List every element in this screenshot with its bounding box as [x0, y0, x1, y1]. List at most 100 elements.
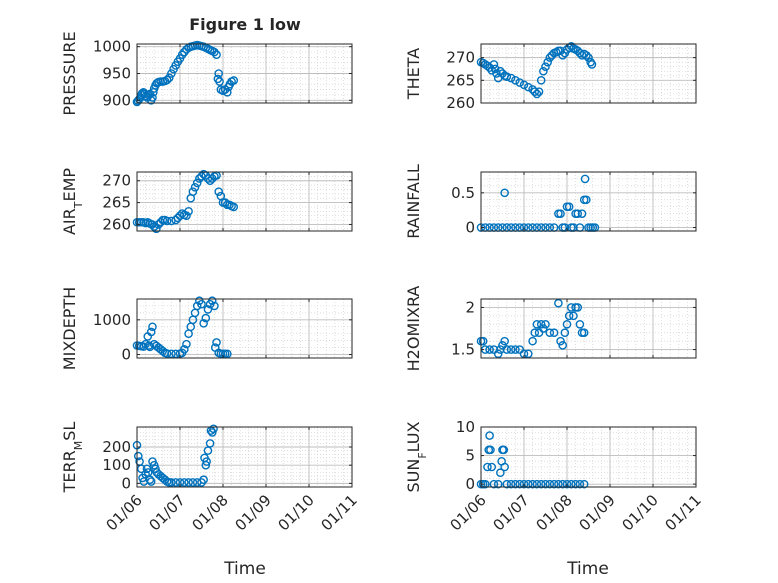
- data-point: [515, 479, 525, 489]
- data-point: [549, 479, 559, 489]
- data-point: [190, 182, 200, 192]
- data-point: [556, 209, 565, 218]
- data-point: [162, 216, 172, 226]
- data-point: [139, 342, 148, 351]
- subplot-4: 0 0.5 RAINFALL: [404, 164, 697, 239]
- plot-area: [137, 299, 352, 358]
- data-point: [519, 479, 529, 489]
- data-point: [171, 215, 180, 225]
- axes-box: [136, 298, 353, 359]
- data-point: [203, 305, 213, 314]
- x-tick-label: 01/07: [490, 491, 533, 534]
- data-point: [524, 479, 533, 489]
- y-tick-label: 900: [102, 91, 131, 109]
- data-point: [485, 345, 494, 354]
- y-tick-label: 1000: [93, 38, 131, 56]
- data-point: [147, 220, 157, 229]
- y-tick-label: 0: [465, 475, 475, 493]
- y-axis-label: PRESSURE: [60, 31, 79, 115]
- data-point: [489, 479, 499, 489]
- data-point: [534, 87, 544, 96]
- data-point: [162, 349, 172, 358]
- axes-box: [136, 171, 353, 232]
- data-point: [541, 319, 550, 329]
- data-point: [582, 195, 591, 205]
- data-point: [154, 220, 163, 229]
- subplot-8: 0 5 10 SUNFLUX 01/06 01/07 01/08 01/09 01/10 01/1…: [404, 418, 705, 534]
- data-point: [201, 460, 211, 470]
- x-tick-label: 01/07: [146, 491, 189, 534]
- data-point: [202, 457, 211, 466]
- data-point: [192, 178, 202, 188]
- y-tick-label: 1.5: [451, 341, 475, 359]
- data-point: [175, 211, 185, 221]
- data-point: [500, 462, 509, 472]
- data-point: [148, 93, 157, 102]
- data-point: [212, 50, 221, 60]
- data-point: [536, 319, 546, 329]
- data-point: [543, 57, 552, 67]
- data-point: [539, 324, 548, 333]
- y-tick-label: 0: [121, 474, 131, 492]
- data-point: [569, 311, 578, 321]
- data-point: [199, 475, 208, 485]
- data-point: [577, 209, 587, 218]
- x-tick-label: 01/09: [232, 491, 275, 534]
- data-point: [567, 479, 576, 489]
- data-point: [575, 319, 585, 329]
- data-point: [485, 431, 494, 440]
- data-point: [532, 479, 542, 489]
- data-point: [182, 339, 191, 349]
- y-tick-label: 950: [102, 65, 131, 83]
- data-point: [136, 464, 146, 474]
- y-axis-label: TERRMSL: [60, 422, 85, 494]
- x-tick-label: 01/09: [576, 491, 619, 534]
- data-point: [536, 479, 546, 489]
- plot-area: [481, 427, 696, 487]
- y-tick-label: 260: [446, 94, 475, 112]
- data-point: [556, 336, 565, 346]
- data-point: [528, 479, 537, 489]
- data-point: [192, 301, 202, 311]
- data-point: [133, 451, 143, 461]
- data-point: [212, 338, 221, 347]
- y-axis-label: H2OMIXRA: [404, 286, 423, 372]
- data-point: [201, 313, 211, 323]
- data-point: [536, 76, 546, 85]
- data-point: [506, 479, 516, 489]
- data-point: [146, 477, 156, 486]
- y-tick-label: 5: [465, 447, 475, 465]
- data-point: [483, 462, 492, 472]
- data-point: [493, 479, 503, 489]
- data-point: [215, 77, 224, 86]
- x-tick-label: 01/11: [662, 491, 705, 534]
- figure-title: Figure 1 low: [189, 15, 301, 34]
- data-point: [207, 428, 217, 437]
- axes-box: [480, 171, 697, 232]
- data-point: [515, 78, 525, 87]
- y-tick-label: 1000: [93, 311, 131, 329]
- data-point: [499, 445, 509, 455]
- data-point: [580, 174, 590, 184]
- y-tick-label: 270: [446, 49, 475, 67]
- y-tick-label: 260: [102, 215, 131, 233]
- data-point: [214, 69, 223, 78]
- data-point: [220, 198, 230, 207]
- data-point: [530, 87, 540, 96]
- data-point: [149, 222, 159, 231]
- data-point: [502, 479, 512, 489]
- data-point: [188, 478, 198, 487]
- y-tick-label: 270: [102, 172, 131, 190]
- data-point: [197, 299, 206, 309]
- plot-area: [481, 172, 696, 231]
- y-tick-label: 265: [446, 71, 475, 89]
- subplot-2: 260 265 270 THETA: [404, 41, 697, 112]
- data-point: [506, 345, 516, 354]
- data-point: [562, 479, 572, 489]
- data-point: [148, 322, 157, 332]
- data-point: [478, 336, 488, 346]
- data-point: [554, 479, 563, 489]
- data-point: [545, 328, 555, 338]
